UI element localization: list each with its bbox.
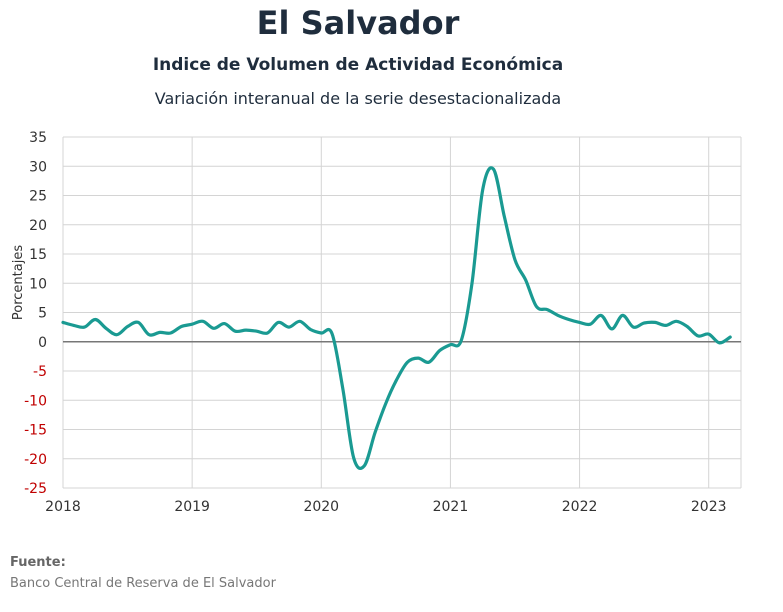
y-tick-label: -15 bbox=[24, 423, 47, 439]
source-label: Fuente: bbox=[10, 555, 66, 570]
x-tick-label: 2020 bbox=[303, 499, 339, 515]
chart-title: El Salvador bbox=[256, 4, 460, 42]
y-tick-label: 35 bbox=[29, 130, 47, 146]
x-tick-label: 2021 bbox=[433, 499, 469, 515]
y-tick-label: 25 bbox=[29, 189, 47, 205]
y-tick-label: -25 bbox=[24, 481, 47, 497]
series-line bbox=[61, 166, 732, 470]
y-tick-label: 5 bbox=[38, 306, 47, 322]
y-tick-label: 30 bbox=[29, 159, 47, 175]
chart-subtitle: Indice de Volumen de Actividad Económica bbox=[152, 55, 564, 75]
chart-subtitle-secondary: Variación interanual de la serie desesta… bbox=[154, 89, 562, 108]
x-tick-label: 2019 bbox=[174, 499, 210, 515]
y-axis-label: Porcentajes bbox=[11, 245, 26, 320]
y-tick-label: 0 bbox=[38, 335, 47, 351]
x-tick-label: 2018 bbox=[45, 499, 81, 515]
x-tick-label: 2022 bbox=[562, 499, 598, 515]
y-tick-label: 20 bbox=[29, 218, 47, 234]
y-tick-label: -5 bbox=[33, 364, 47, 380]
y-tick-label: 15 bbox=[29, 247, 47, 263]
y-tick-label: 10 bbox=[29, 276, 47, 292]
y-tick-label: -20 bbox=[24, 452, 47, 468]
y-tick-label: -10 bbox=[24, 393, 47, 409]
source-text: Banco Central de Reserva de El Salvador bbox=[10, 576, 276, 591]
x-tick-label: 2023 bbox=[691, 499, 727, 515]
